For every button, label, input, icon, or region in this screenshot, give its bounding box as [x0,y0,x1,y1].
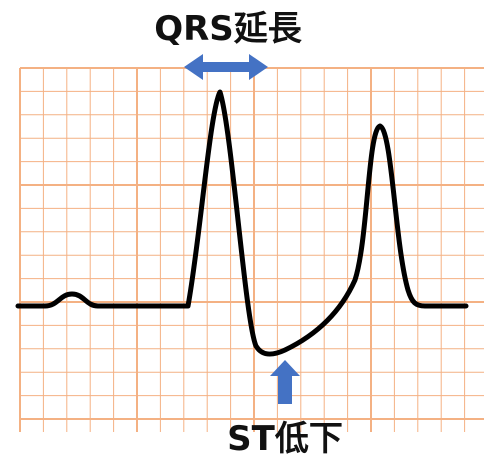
st-arrow [270,360,300,404]
ecg-grid [19,67,484,432]
ecg-trace [15,89,469,357]
st-label: ST低下 [227,419,343,459]
qrs-label: QRS延長 [154,9,303,49]
qrs-arrow [184,54,268,80]
